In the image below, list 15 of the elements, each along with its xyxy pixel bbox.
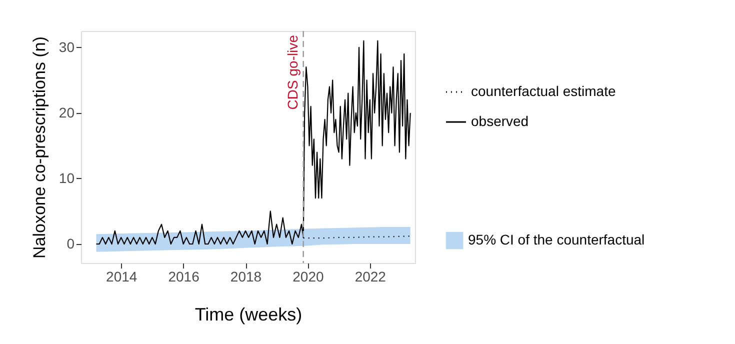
legend-label: counterfactual estimate <box>471 83 616 99</box>
x-axis-title: Time (weeks) <box>194 304 302 324</box>
x-tick-label: 2022 <box>354 268 386 284</box>
legend-label: observed <box>471 113 529 129</box>
y-tick-label: 30 <box>58 38 75 55</box>
x-tick-label: 2020 <box>292 268 324 284</box>
y-axis-title: Naloxone co-prescriptions (n) <box>30 36 49 259</box>
y-tick-label: 10 <box>58 170 75 186</box>
y-tick-label: 0 <box>66 235 75 252</box>
x-tick-label: 2014 <box>106 268 138 284</box>
text: 95% CI of the counterfactual <box>468 232 645 248</box>
x-tick-label: 2016 <box>168 268 200 284</box>
y-tick-label: 20 <box>58 104 75 120</box>
ref-line-label: CDS go-live <box>284 34 300 110</box>
x-tick-label: 2018 <box>230 268 262 284</box>
